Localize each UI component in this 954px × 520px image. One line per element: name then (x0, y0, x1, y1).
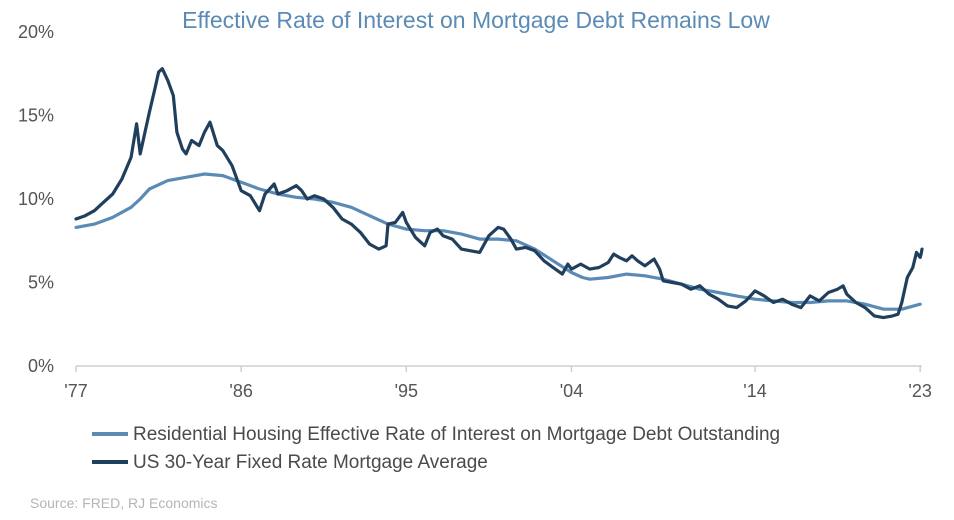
x-tick-label: '95 (395, 381, 418, 401)
y-tick-label: 15% (18, 106, 54, 126)
x-tick-label: '14 (743, 381, 766, 401)
series-line-2 (74, 67, 924, 320)
source-note: Source: FRED, RJ Economics (30, 495, 218, 511)
y-tick-label: 20% (18, 22, 54, 42)
x-tick-label: '77 (64, 381, 87, 401)
plot-area (74, 67, 924, 320)
y-tick-label: 5% (28, 273, 54, 293)
x-axis: '77 '86 '95 '04 '14 '23 (64, 366, 932, 401)
x-tick-label: '86 (229, 381, 252, 401)
y-tick-label: 0% (28, 356, 54, 376)
x-tick-label: '23 (908, 381, 931, 401)
series-line-1 (74, 172, 922, 311)
legend: Residential Housing Effective Rate of In… (92, 424, 780, 473)
legend-label-1: Residential Housing Effective Rate of In… (133, 424, 780, 445)
y-tick-label: 10% (18, 189, 54, 209)
x-tick-label: '04 (560, 381, 583, 401)
legend-label-2: US 30-Year Fixed Rate Mortgage Average (133, 452, 488, 473)
chart-title: Effective Rate of Interest on Mortgage D… (182, 7, 770, 33)
y-axis: 0% 5% 10% 15% 20% (18, 22, 54, 376)
